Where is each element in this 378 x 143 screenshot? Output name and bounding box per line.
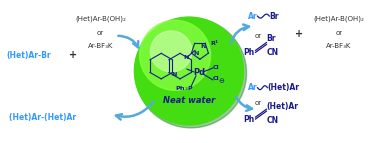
Text: Br: Br [266,34,276,43]
FancyArrowPatch shape [118,36,138,47]
Text: Neat water: Neat water [163,96,215,105]
Text: Br: Br [270,12,279,21]
Text: Cl: Cl [213,65,220,70]
Text: Cl: Cl [213,76,220,81]
Text: or: or [335,30,342,36]
Text: CN: CN [266,48,279,57]
Text: Ar: Ar [248,83,257,92]
Text: Pd: Pd [193,68,205,78]
Text: ⊖: ⊖ [219,78,225,84]
Text: +: + [69,50,77,60]
Text: Ph: Ph [243,115,255,124]
Text: (Het)Ar-Br: (Het)Ar-Br [6,51,51,60]
Text: (Het)Ar-B(OH)₂: (Het)Ar-B(OH)₂ [313,16,364,22]
Text: or: or [254,33,262,39]
Text: N: N [193,51,198,56]
Text: Ar: Ar [248,12,257,21]
Text: N: N [171,73,177,77]
Text: Ph: Ph [243,48,255,57]
Text: CN: CN [266,116,279,125]
FancyArrowPatch shape [231,24,249,43]
Circle shape [135,17,243,125]
Text: Ph$_3$P: Ph$_3$P [175,84,193,93]
Text: (Het)Ar-​(Het)Ar: (Het)Ar-​(Het)Ar [9,113,76,122]
Text: R$^{\mathregular{1}}$: R$^{\mathregular{1}}$ [210,39,220,48]
Text: N: N [200,44,206,49]
Text: Ar-BF₃K: Ar-BF₃K [326,43,352,49]
Text: Ar-BF₃K: Ar-BF₃K [88,43,113,49]
Circle shape [135,18,246,128]
Text: (Het)Ar-B(OH)₂: (Het)Ar-B(OH)₂ [75,16,126,22]
Text: or: or [97,30,104,36]
Circle shape [139,20,211,90]
Circle shape [150,31,192,72]
Text: or: or [254,100,262,106]
FancyArrowPatch shape [236,97,252,111]
Text: (Het)Ar: (Het)Ar [266,102,298,111]
Text: (Het)Ar: (Het)Ar [267,83,299,92]
FancyArrowPatch shape [116,102,153,120]
Text: +: + [295,29,303,39]
Text: N: N [183,55,189,60]
